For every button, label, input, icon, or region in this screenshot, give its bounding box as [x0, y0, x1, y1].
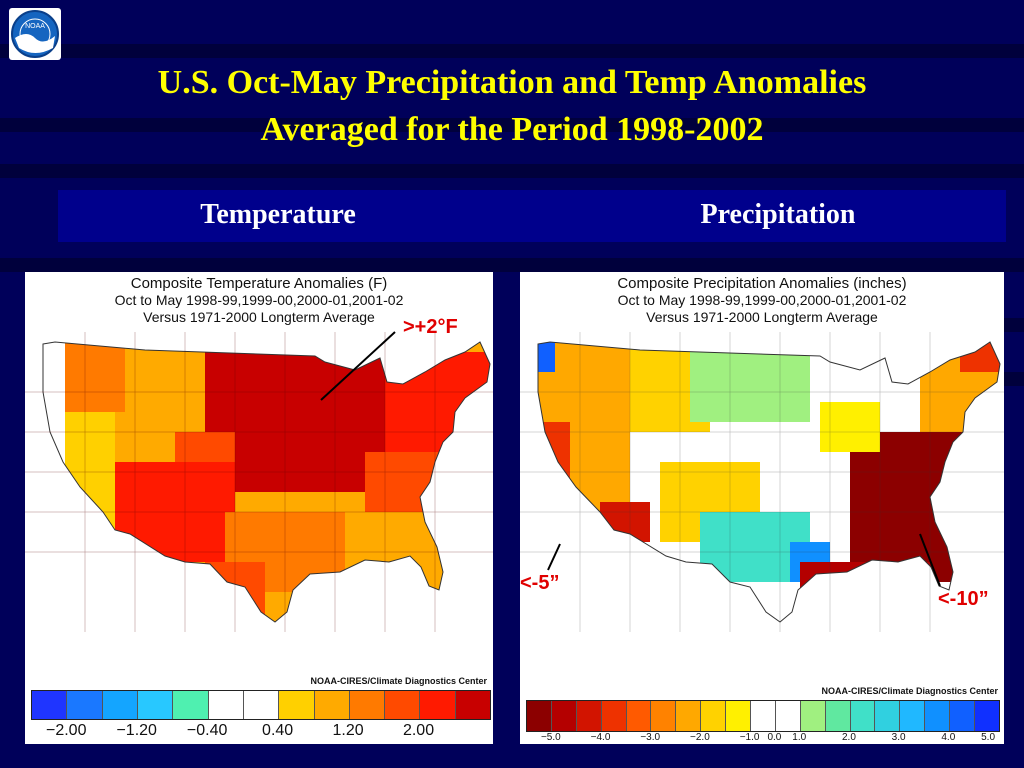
temp-colorbar-tick-label: −1.20: [116, 722, 157, 739]
svg-text:NOAA: NOAA: [25, 23, 45, 30]
temp-colorbar: [31, 690, 491, 720]
precip-colorbar-tick-label: −3.0: [640, 732, 661, 743]
precipitation-map-panel: Composite Precipitation Anomalies (inche…: [520, 272, 1004, 744]
precip-colorbar-swatch: [551, 701, 577, 731]
temp-colorbar-swatch: [102, 691, 138, 719]
precip-colorbar-tick-label: 5.0: [981, 732, 996, 743]
temperature-map-panel: Composite Temperature Anomalies (F) Oct …: [25, 272, 493, 744]
precip-colorbar-tick-label: −4.0: [590, 732, 611, 743]
temp-colorbar-swatch: [32, 691, 68, 719]
precip-colorbar-swatch: [576, 701, 602, 731]
precip-colorbar-tick-label: −5.0: [540, 732, 561, 743]
precip-colorbar-tick-label: 0.0: [767, 732, 782, 743]
precip-colorbar-swatch: [601, 701, 627, 731]
column-header-band: [58, 190, 1006, 242]
temp-colorbar-swatch: [173, 691, 209, 719]
precip-map-title: Composite Precipitation Anomalies (inche…: [617, 275, 907, 292]
temperature-map: [25, 331, 493, 632]
precip-colorbar-tick-label: −1.0: [739, 732, 760, 743]
precip-colorbar: [526, 700, 1000, 732]
temp-callout-line: [320, 331, 396, 401]
temp-map-credit: NOAA-CIRES/Climate Diagnostics Center: [310, 676, 487, 686]
page-title: U.S. Oct-May Precipitation and Temp Anom…: [157, 64, 867, 101]
background-stripe: [0, 258, 1024, 272]
background-stripe: [1004, 318, 1024, 332]
temp-map-title: Composite Temperature Anomalies (F): [130, 275, 388, 292]
temperature-heading: Temperature: [200, 199, 356, 230]
temp-colorbar-swatch: [243, 691, 280, 719]
precip-colorbar-swatch: [775, 701, 801, 731]
precip-colorbar-swatch: [825, 701, 851, 731]
precip-colorbar-swatch: [626, 701, 652, 731]
background-stripe: [0, 44, 1024, 58]
precip-colorbar-swatch: [975, 701, 999, 731]
background-stripe: [0, 164, 1024, 178]
background-stripe: [1004, 372, 1024, 386]
temp-map-period: Oct to May 1998-99,1999-00,2000-01,2001-…: [114, 292, 404, 308]
precip-colorbar-tick-label: 2.0: [841, 732, 856, 743]
precip-map-credit: NOAA-CIRES/Climate Diagnostics Center: [821, 686, 998, 696]
precip-colorbar-swatch: [875, 701, 901, 731]
temp-colorbar-swatch: [137, 691, 174, 719]
precip-colorbar-swatch: [527, 701, 552, 731]
temp-colorbar-swatch: [279, 691, 315, 719]
precip-colorbar-swatch: [751, 701, 776, 731]
precip-colorbar-swatch: [676, 701, 702, 731]
temp-colorbar-swatch: [208, 691, 244, 719]
precipitation-map: [520, 332, 1004, 632]
precip-colorbar-swatch: [900, 701, 926, 731]
precip-west-callout-line: [547, 543, 561, 571]
precip-map-period: Oct to May 1998-99,1999-00,2000-01,2001-…: [617, 292, 907, 308]
precip-colorbar-swatch: [701, 701, 727, 731]
noaa-logo: NOAA: [9, 8, 61, 60]
temp-colorbar-swatch: [314, 691, 350, 719]
precip-colorbar-swatch: [950, 701, 976, 731]
precip-colorbar-tick-label: 4.0: [941, 732, 956, 743]
precip-east-callout-line: [919, 533, 941, 587]
precipitation-heading: Precipitation: [700, 199, 856, 230]
precip-colorbar-ticks: −5.0 −4.0 −3.0 −2.0 −1.0 0.0 1.0 2.0 3.0 4.0 5.0: [526, 732, 998, 744]
precip-colorbar-swatch: [925, 701, 951, 731]
precip-colorbar-tick-label: −2.0: [690, 732, 710, 743]
precip-colorbar-tick-label: 3.0: [891, 732, 906, 743]
precip-colorbar-tick-label: 1.0: [792, 732, 807, 743]
temp-colorbar-tick-label: 2.00: [402, 722, 435, 739]
temp-callout-label: >+2°F: [403, 316, 458, 338]
temp-colorbar-tick-label: −0.40: [186, 722, 228, 739]
temp-colorbar-swatch: [349, 691, 386, 719]
background-stripe: [0, 118, 1024, 132]
temp-colorbar-swatch: [385, 691, 421, 719]
precip-east-callout-label: <-10”: [938, 588, 989, 610]
temp-colorbar-tick-label: −2.00: [45, 722, 87, 739]
precip-colorbar-swatch: [850, 701, 876, 731]
temp-colorbar-swatch: [420, 691, 456, 719]
temp-colorbar-swatch: [67, 691, 103, 719]
page-subtitle: Averaged for the Period 1998-2002: [260, 111, 764, 148]
temp-map-baseline: Versus 1971-2000 Longterm Average: [143, 309, 375, 325]
temp-colorbar-tick-label: 1.20: [332, 722, 364, 739]
precip-colorbar-swatch: [726, 701, 752, 731]
temp-colorbar-swatch: [455, 691, 491, 719]
precip-map-baseline: Versus 1971-2000 Longterm Average: [646, 309, 878, 325]
temp-colorbar-tick-label: 0.40: [262, 722, 294, 739]
precip-colorbar-swatch: [800, 701, 826, 731]
precip-west-callout-label: <-5”: [520, 572, 560, 594]
temp-colorbar-ticks: −2.00 −1.20 −0.40 0.40 1.20 2.00: [31, 722, 489, 742]
precip-colorbar-swatch: [651, 701, 677, 731]
